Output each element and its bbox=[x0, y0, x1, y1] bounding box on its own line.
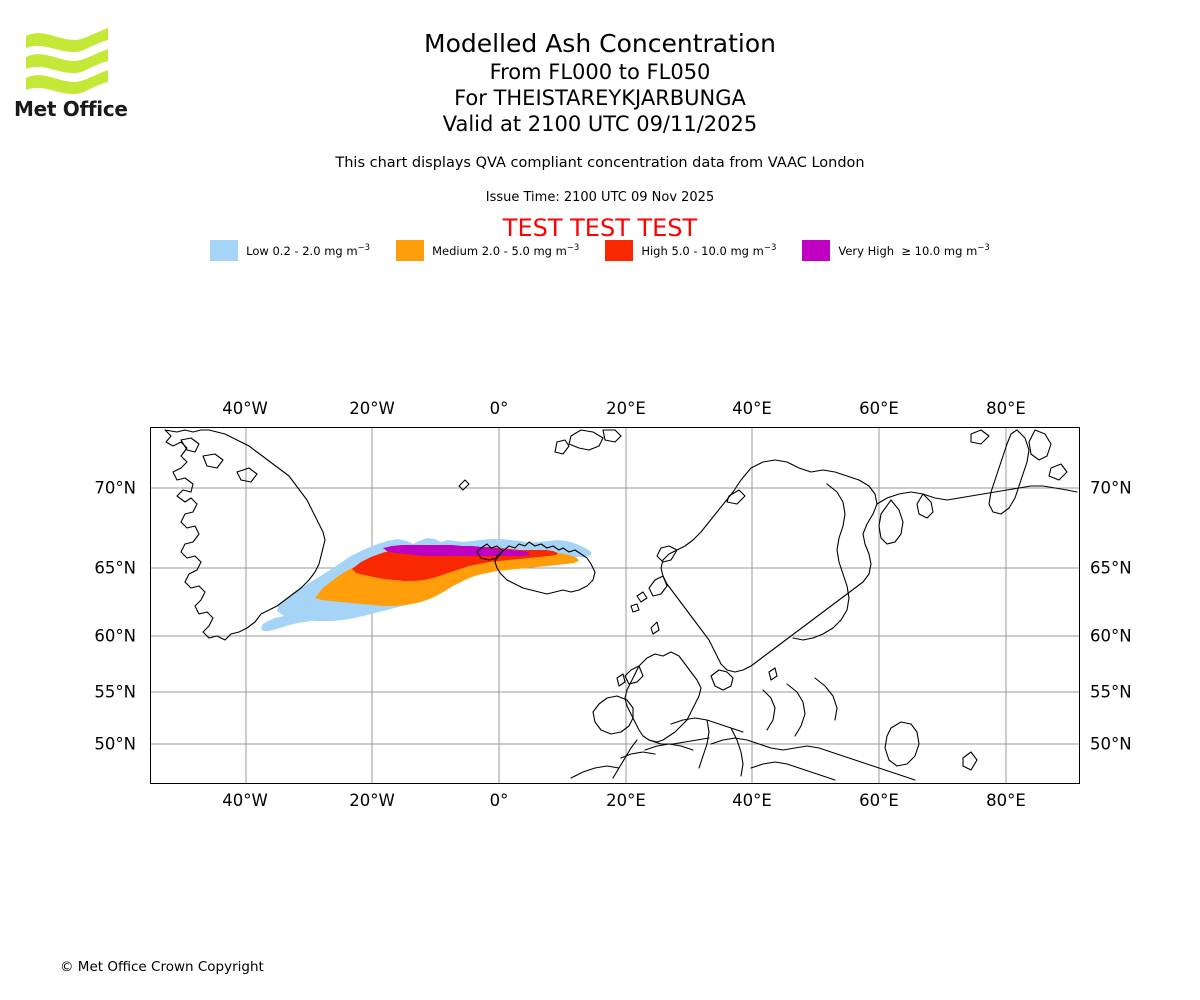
caspian-sea bbox=[884, 721, 920, 767]
kanin-peninsula bbox=[916, 493, 934, 519]
flight-level-line: From FL000 to FL050 bbox=[489, 60, 711, 84]
copyright-notice: © Met Office Crown Copyright bbox=[60, 959, 264, 975]
legend-swatch-very-high bbox=[802, 240, 831, 261]
faroe-islands bbox=[636, 591, 648, 603]
finland-border bbox=[792, 483, 850, 641]
lon-label-bottom-20e: 20°E bbox=[606, 791, 646, 810]
iceland-coastline bbox=[494, 541, 596, 595]
europe-country-borders bbox=[620, 677, 838, 777]
scandinavia-coastline bbox=[660, 459, 878, 673]
lat-label-right-65n: 65°N bbox=[1090, 558, 1132, 578]
ireland-coastline bbox=[592, 695, 634, 735]
greenland-fjords bbox=[180, 437, 258, 483]
central-asia-coastline bbox=[710, 737, 916, 781]
novaya-zemlya-north bbox=[1028, 429, 1052, 461]
gotland-island bbox=[768, 667, 778, 681]
scotland-west-coast-detail bbox=[624, 665, 644, 685]
legend-item-high: High 5.0 - 10.0 mg m−3 bbox=[605, 240, 776, 261]
legend-item-medium: Medium 2.0 - 5.0 mg m−3 bbox=[396, 240, 579, 261]
lat-label-left-50n: 50°N bbox=[94, 734, 136, 754]
iberia-north-coast bbox=[570, 765, 620, 779]
lat-label-left-55n: 55°N bbox=[94, 682, 136, 702]
lon-label-top-40e: 40°E bbox=[732, 399, 772, 418]
western-europe-coastline bbox=[612, 737, 710, 779]
concentration-legend: Low 0.2 - 2.0 mg m−3 Medium 2.0 - 5.0 mg… bbox=[0, 240, 1200, 261]
great-britain-coastline bbox=[624, 651, 702, 743]
lon-label-top-80e: 80°E bbox=[986, 399, 1026, 418]
lon-label-bottom-20w: 20°W bbox=[349, 791, 395, 810]
lon-label-top-60e: 60°E bbox=[859, 399, 899, 418]
shetland-islands bbox=[650, 621, 660, 635]
issue-time: Issue Time: 2100 UTC 09 Nov 2025 bbox=[485, 190, 715, 205]
coastlines bbox=[164, 429, 1078, 781]
met-office-waves-icon bbox=[26, 28, 108, 95]
plume-low-contour-southwest bbox=[261, 616, 331, 631]
volcano-name-line: For THEISTAREYKJARBUNGA bbox=[454, 86, 746, 110]
white-sea bbox=[878, 499, 904, 545]
faroe-islands-2 bbox=[630, 603, 640, 613]
lon-label-top-20e: 20°E bbox=[606, 399, 646, 418]
plume-very-high-contour bbox=[383, 545, 530, 556]
norway-west-fjords bbox=[648, 545, 678, 597]
svalbard-coastline bbox=[568, 429, 604, 451]
lat-label-right-50n: 50°N bbox=[1090, 734, 1132, 754]
legend-swatch-high bbox=[605, 240, 634, 261]
arctic-islands-1 bbox=[970, 429, 990, 445]
title-block: Modelled Ash Concentration From FL000 to… bbox=[0, 28, 1200, 137]
greenland-coastline bbox=[164, 429, 326, 641]
lat-label-left-65n: 65°N bbox=[94, 558, 136, 578]
valid-time-line: Valid at 2100 UTC 09/11/2025 bbox=[442, 112, 758, 136]
legend-label-high: High 5.0 - 10.0 mg m−3 bbox=[641, 243, 777, 258]
black-sea-coastline bbox=[750, 761, 836, 781]
denmark-coastline bbox=[710, 669, 734, 691]
lon-label-top-0: 0° bbox=[489, 399, 509, 418]
lat-label-left-70n: 70°N bbox=[94, 478, 136, 498]
test-banner: TEST TEST TEST bbox=[502, 214, 698, 242]
legend-swatch-medium bbox=[396, 240, 425, 261]
jan-mayen bbox=[458, 479, 470, 491]
lon-label-bottom-40w: 40°W bbox=[222, 791, 268, 810]
map-frame bbox=[150, 427, 1080, 784]
legend-label-very-high: Very High ≥ 10.0 mg m−3 bbox=[838, 243, 990, 258]
map-gridlines bbox=[151, 428, 1079, 783]
lon-label-bottom-0: 0° bbox=[489, 791, 509, 810]
legend-label-low: Low 0.2 - 2.0 mg m−3 bbox=[246, 243, 371, 258]
met-office-logo: Met Office bbox=[12, 24, 202, 124]
ash-concentration-map: 40°W 20°W 0° 20°E 40°E 60°E 80°E 40°W 20… bbox=[94, 399, 1131, 810]
legend-label-medium: Medium 2.0 - 5.0 mg m−3 bbox=[432, 243, 580, 258]
legend-item-low: Low 0.2 - 2.0 mg m−3 bbox=[210, 240, 370, 261]
hebrides bbox=[616, 673, 626, 687]
map-canvas bbox=[151, 428, 1079, 783]
met-office-wordmark: Met Office bbox=[14, 97, 128, 121]
svalbard-west-island bbox=[554, 439, 570, 455]
lon-label-bottom-80e: 80°E bbox=[986, 791, 1026, 810]
iceland-northwest-fjords bbox=[476, 543, 504, 561]
lon-label-bottom-40e: 40°E bbox=[732, 791, 772, 810]
legend-swatch-low bbox=[210, 240, 239, 261]
page-title: Modelled Ash Concentration bbox=[424, 29, 776, 58]
aral-sea bbox=[962, 751, 978, 771]
lat-label-right-55n: 55°N bbox=[1090, 682, 1132, 702]
lon-label-top-40w: 40°W bbox=[222, 399, 268, 418]
lon-label-top-20w: 20°W bbox=[349, 399, 395, 418]
lat-label-left-60n: 60°N bbox=[94, 626, 136, 646]
novaya-zemlya bbox=[988, 429, 1030, 515]
arctic-islands-2 bbox=[1048, 463, 1068, 481]
russia-arctic-coastline bbox=[876, 485, 1078, 505]
ash-plume-contours bbox=[261, 538, 591, 631]
qva-note: This chart displays QVA compliant concen… bbox=[335, 155, 865, 171]
legend-item-very-high: Very High ≥ 10.0 mg m−3 bbox=[802, 240, 990, 261]
lofoten-islands bbox=[726, 489, 746, 505]
svalbard-east-island bbox=[602, 429, 622, 443]
lat-label-right-60n: 60°N bbox=[1090, 626, 1132, 646]
lon-label-bottom-60e: 60°E bbox=[859, 791, 899, 810]
lat-label-right-70n: 70°N bbox=[1090, 478, 1132, 498]
